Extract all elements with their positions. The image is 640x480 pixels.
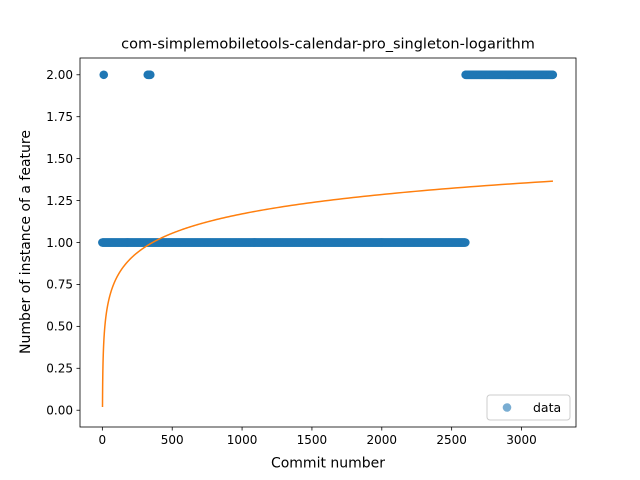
legend-marker-data (502, 403, 512, 412)
data-point-867 (99, 70, 109, 80)
y-tick-label-8: 2.00 (46, 68, 73, 82)
axes: 0 500 1000 1500 2000 2500 3000 0.00 0.25 0.50 0.75… (46, 57, 577, 447)
y-tick-label-5: 1.25 (46, 194, 73, 208)
y-tick-label-0: 0.00 (46, 404, 73, 418)
x-tick-label-1: 500 (161, 433, 184, 447)
data-point-874 (145, 70, 155, 80)
plot-area (98, 70, 558, 408)
x-tick-label-3: 1500 (297, 433, 328, 447)
chart-title: com-simplemobiletools-calendar-pro_singl… (121, 37, 535, 53)
data-point-1083 (548, 70, 558, 80)
x-tick-label-5: 2500 (436, 433, 467, 447)
data-point-866 (461, 238, 470, 247)
x-axis-label: Commit number (271, 456, 385, 472)
y-tick-label-2: 0.50 (46, 320, 73, 334)
y-tick-label-7: 1.75 (46, 110, 73, 124)
y-tick-label-4: 1.00 (46, 236, 73, 250)
y-tick-label-6: 1.50 (46, 152, 73, 166)
legend-label-data: data (533, 400, 561, 415)
legend: data (486, 394, 571, 421)
y-tick-label-1: 0.25 (46, 362, 73, 376)
data-series (98, 70, 558, 247)
x-tick-label-2: 1000 (227, 433, 258, 447)
x-tick-label-0: 0 (99, 433, 107, 447)
fit-line (101, 180, 553, 408)
x-tick-label-6: 3000 (506, 433, 537, 447)
x-tick-label-4: 2000 (367, 433, 398, 447)
legend-frame (486, 394, 571, 421)
y-axis-label: Number of instance of a feature (18, 130, 34, 354)
y-tick-label-3: 0.75 (46, 278, 73, 292)
